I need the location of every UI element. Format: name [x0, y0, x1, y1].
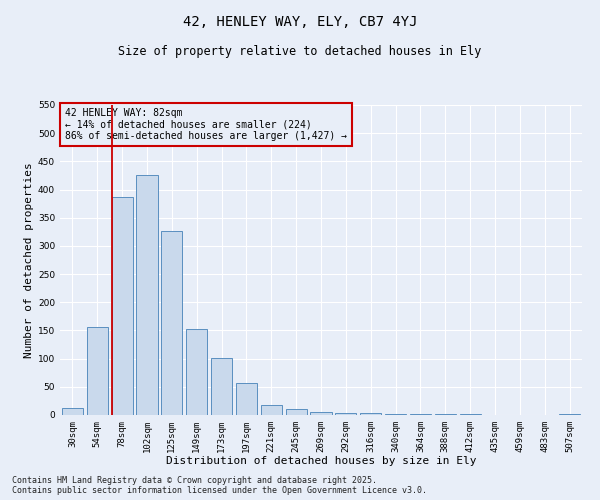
- Bar: [112, 198, 133, 415]
- Text: 42, HENLEY WAY, ELY, CB7 4YJ: 42, HENLEY WAY, ELY, CB7 4YJ: [183, 15, 417, 29]
- Bar: [410, 414, 431, 415]
- Bar: [186, 329, 207, 415]
- Bar: [335, 412, 356, 415]
- Bar: [310, 412, 332, 415]
- Y-axis label: Number of detached properties: Number of detached properties: [24, 162, 34, 358]
- Bar: [136, 176, 158, 415]
- Bar: [236, 384, 257, 415]
- Bar: [286, 410, 307, 415]
- Bar: [360, 414, 381, 415]
- Bar: [559, 414, 580, 415]
- Bar: [460, 414, 481, 415]
- Text: Contains HM Land Registry data © Crown copyright and database right 2025.
Contai: Contains HM Land Registry data © Crown c…: [12, 476, 427, 495]
- Bar: [261, 406, 282, 415]
- Bar: [161, 230, 182, 415]
- Text: Size of property relative to detached houses in Ely: Size of property relative to detached ho…: [118, 45, 482, 58]
- Bar: [385, 414, 406, 415]
- Bar: [211, 358, 232, 415]
- Bar: [62, 408, 83, 415]
- Text: 42 HENLEY WAY: 82sqm
← 14% of detached houses are smaller (224)
86% of semi-deta: 42 HENLEY WAY: 82sqm ← 14% of detached h…: [65, 108, 347, 142]
- Bar: [435, 414, 456, 415]
- X-axis label: Distribution of detached houses by size in Ely: Distribution of detached houses by size …: [166, 456, 476, 466]
- Bar: [87, 326, 108, 415]
